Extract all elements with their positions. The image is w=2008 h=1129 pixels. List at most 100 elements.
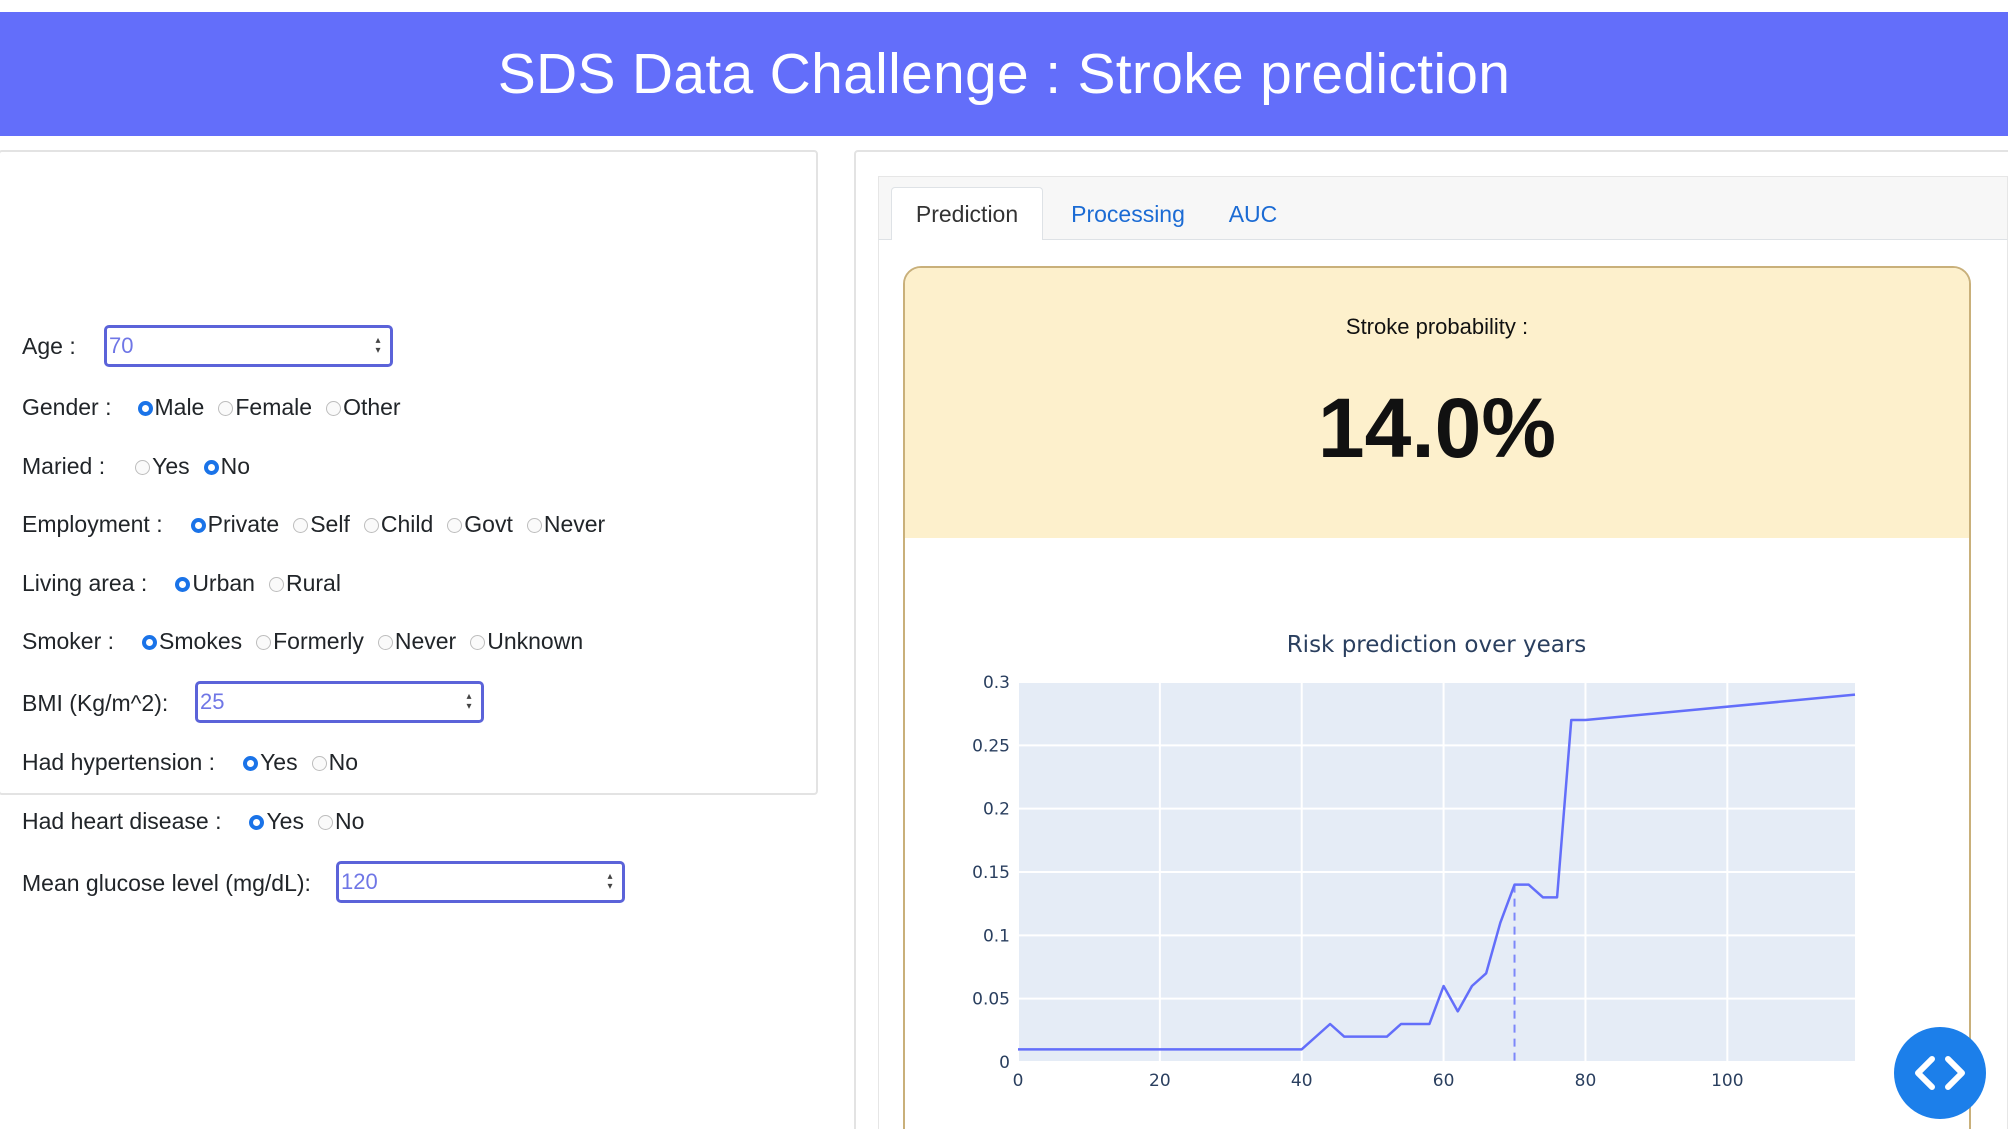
app-header: SDS Data Challenge : Stroke prediction	[0, 12, 2008, 136]
smoker-option-smokes[interactable]: Smokes	[142, 628, 242, 655]
x-tick-label: 40	[1291, 1071, 1313, 1091]
employment-row: Employment : Private Self Child Govt Nev…	[22, 504, 619, 544]
tab-auc[interactable]: AUC	[1228, 200, 1278, 227]
tab-bar: Prediction Processing AUC	[878, 176, 2008, 241]
bmi-input[interactable]: 25 ▴ ▾	[195, 681, 484, 723]
y-tick-label: 0.05	[972, 990, 1010, 1010]
radio-icon[interactable]	[137, 401, 153, 416]
x-tick-label: 100	[1711, 1071, 1743, 1091]
radio-icon[interactable]	[135, 460, 151, 475]
risk-series-line	[1018, 693, 1856, 1051]
employment-option-never[interactable]: Never	[526, 511, 605, 538]
bmi-stepper-icon[interactable]: ▴ ▾	[466, 691, 472, 712]
glucose-value: 120	[341, 869, 378, 894]
probability-banner: Stroke probability : 14.0%	[905, 268, 1969, 538]
smoker-label: Smoker :	[22, 627, 115, 654]
glucose-input[interactable]: 120 ▴ ▾	[336, 861, 625, 903]
y-tick-label: 0	[999, 1053, 1010, 1073]
hypertension-option-no[interactable]: No	[311, 749, 358, 776]
living-area-option-urban[interactable]: Urban	[175, 570, 255, 597]
age-value: 70	[109, 333, 134, 358]
risk-chart: Risk prediction over years 0 20 40 60 80 100 0…	[972, 632, 1856, 1091]
gender-radio-group: Male Female Other	[137, 394, 415, 421]
heart-disease-radio-group: Yes No	[249, 808, 378, 835]
gender-option-other[interactable]: Other	[326, 394, 401, 421]
tab-prediction[interactable]: Prediction	[891, 187, 1043, 241]
radio-icon[interactable]	[470, 635, 486, 650]
age-label: Age :	[22, 332, 76, 359]
employment-label: Employment :	[22, 510, 163, 537]
age-input[interactable]: 70 ▴ ▾	[104, 325, 393, 367]
married-radio-group: Yes No	[135, 453, 264, 480]
y-tick-label: 0.2	[983, 800, 1010, 820]
heart-disease-option-yes[interactable]: Yes	[249, 808, 304, 835]
hypertension-radio-group: Yes No	[243, 749, 372, 776]
radio-icon[interactable]	[377, 635, 393, 650]
employment-option-child[interactable]: Child	[363, 511, 433, 538]
radio-icon[interactable]	[268, 577, 284, 592]
page-title: SDS Data Challenge : Stroke prediction	[497, 42, 1511, 106]
x-tick-label: 60	[1433, 1071, 1455, 1091]
radio-icon[interactable]	[317, 815, 333, 830]
hypertension-row: Had hypertension : Yes No	[22, 742, 372, 782]
y-tick-label: 0.25	[972, 736, 1010, 756]
code-brackets-icon	[1915, 1056, 1965, 1090]
tab-processing[interactable]: Processing	[1071, 200, 1185, 227]
radio-icon[interactable]	[190, 518, 206, 533]
heart-disease-row: Had heart disease : Yes No	[22, 801, 378, 841]
glucose-row: Mean glucose level (mg/dL):	[22, 863, 311, 903]
gender-option-male[interactable]: Male	[137, 394, 204, 421]
input-form-panel: Age : 70 ▴ ▾ Gender : Male Female Other M…	[0, 150, 818, 903]
radio-icon[interactable]	[142, 635, 158, 650]
age-stepper-icon[interactable]: ▴ ▾	[375, 335, 381, 356]
code-toggle-button[interactable]	[1894, 1027, 1986, 1119]
smoker-option-unknown[interactable]: Unknown	[470, 628, 583, 655]
radio-icon[interactable]	[243, 756, 259, 771]
radio-icon[interactable]	[363, 518, 379, 533]
y-tick-label: 0.15	[972, 863, 1010, 883]
employment-option-govt[interactable]: Govt	[447, 511, 513, 538]
glucose-stepper-icon[interactable]: ▴ ▾	[607, 871, 613, 892]
living-area-option-rural[interactable]: Rural	[268, 570, 341, 597]
married-option-yes[interactable]: Yes	[135, 453, 190, 480]
married-label: Maried :	[22, 452, 106, 479]
employment-radio-group: Private Self Child Govt Never	[190, 511, 620, 538]
glucose-label: Mean glucose level (mg/dL):	[22, 869, 311, 896]
married-row: Maried : Yes No	[22, 446, 264, 486]
bmi-row: BMI (Kg/m^2):	[22, 683, 168, 723]
living-area-label: Living area :	[22, 569, 148, 596]
smoker-option-formerly[interactable]: Formerly	[256, 628, 364, 655]
gender-label: Gender :	[22, 393, 112, 420]
x-tick-label: 20	[1149, 1071, 1171, 1091]
radio-icon[interactable]	[249, 815, 265, 830]
bmi-label: BMI (Kg/m^2):	[22, 689, 169, 716]
radio-icon[interactable]	[175, 577, 191, 592]
living-area-row: Living area : Urban Rural	[22, 563, 355, 603]
married-option-no[interactable]: No	[203, 453, 250, 480]
y-tick-label: 0.3	[983, 673, 1010, 693]
radio-icon[interactable]	[526, 518, 542, 533]
radio-icon[interactable]	[256, 635, 272, 650]
chart-title: Risk prediction over years	[1287, 632, 1587, 658]
hypertension-label: Had hypertension :	[22, 748, 216, 775]
x-tick-label: 80	[1575, 1071, 1597, 1091]
living-area-radio-group: Urban Rural	[175, 570, 355, 597]
hypertension-option-yes[interactable]: Yes	[243, 749, 298, 776]
employment-option-private[interactable]: Private	[190, 511, 279, 538]
radio-icon[interactable]	[293, 518, 309, 533]
heart-disease-label: Had heart disease :	[22, 807, 222, 834]
radio-icon[interactable]	[447, 518, 463, 533]
probability-value: 14.0%	[1317, 381, 1557, 475]
age-row: Age :	[22, 326, 76, 366]
smoker-option-never[interactable]: Never	[377, 628, 456, 655]
plot-area: 0 20 40 60 80 100 0 0.05 0.1 0.15 0.2 0.25 0.3	[972, 673, 1856, 1091]
radio-icon[interactable]	[203, 460, 219, 475]
radio-icon[interactable]	[326, 401, 342, 416]
gender-option-female[interactable]: Female	[218, 394, 312, 421]
heart-disease-option-no[interactable]: No	[317, 808, 364, 835]
radio-icon[interactable]	[218, 401, 234, 416]
radio-icon[interactable]	[311, 756, 327, 771]
probability-label: Stroke probability :	[1345, 314, 1529, 339]
smoker-radio-group: Smokes Formerly Never Unknown	[142, 628, 597, 655]
employment-option-self[interactable]: Self	[293, 511, 350, 538]
